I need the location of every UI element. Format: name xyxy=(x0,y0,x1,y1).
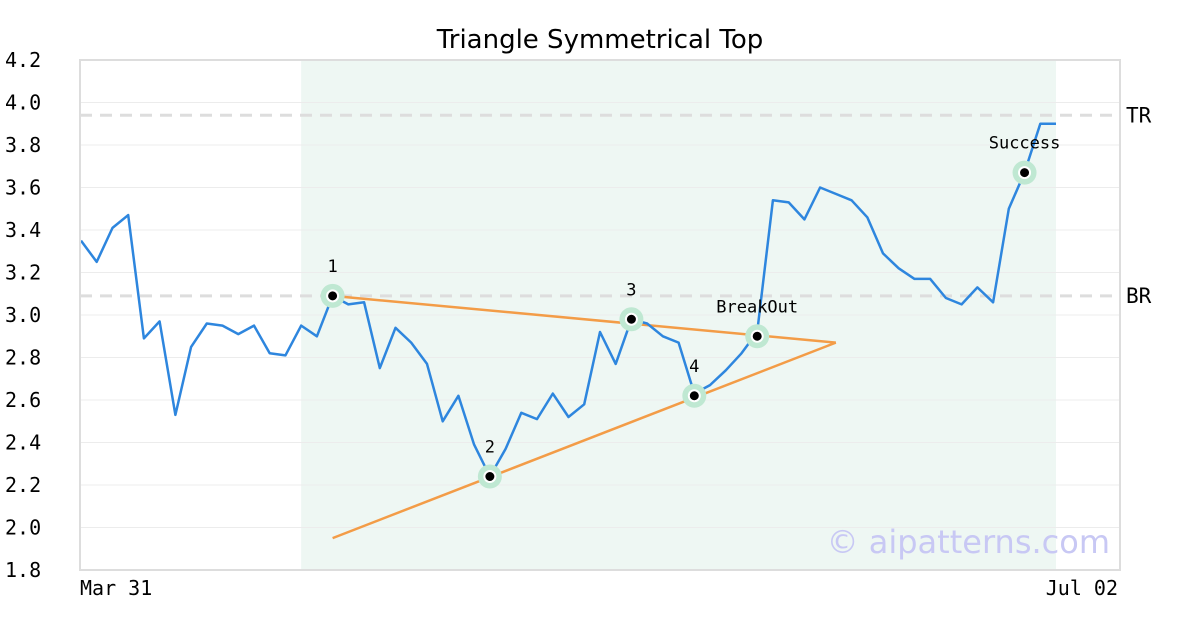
y-tick-label: 4.0 xyxy=(5,91,41,115)
plot-frame xyxy=(79,59,1121,571)
marker-dot xyxy=(483,470,497,483)
y-tick-label: 1.8 xyxy=(5,558,41,582)
annotation-label: Success xyxy=(989,134,1061,154)
lower-trendline xyxy=(332,341,837,540)
annotation-label: BreakOut xyxy=(716,297,798,317)
annotation-label: 1 xyxy=(327,257,337,277)
price-line xyxy=(79,122,1056,478)
chart-title: Triangle Symmetrical Top xyxy=(436,25,764,55)
annotation-layer: 1 2 3 4 BreakOut Success xyxy=(320,134,1061,489)
reference-line-layer: TR BR xyxy=(80,103,1152,308)
y-tick-label: 2.6 xyxy=(5,388,41,412)
reference-label-br: BR xyxy=(1126,284,1152,308)
x-tick-label: Jul 02 xyxy=(1046,576,1118,600)
y-tick-label: 2.0 xyxy=(5,516,41,540)
annotation-label: 2 xyxy=(485,438,495,458)
y-tick-label: 3.2 xyxy=(5,261,41,285)
y-tick-label: 3.4 xyxy=(5,218,41,242)
y-tick-label: 3.0 xyxy=(5,303,41,327)
y-tick-label: 2.8 xyxy=(5,346,41,370)
x-tick-label: Mar 31 xyxy=(80,576,152,600)
y-tick-label: 3.6 xyxy=(5,176,41,200)
watermark: © aipatterns.com xyxy=(827,523,1110,561)
y-tick-label: 2.4 xyxy=(5,431,41,455)
y-tick-label: 2.2 xyxy=(5,473,41,497)
marker-dot xyxy=(687,389,701,403)
annotation-label: 4 xyxy=(689,357,699,377)
y-axis: 4.2 4.0 3.8 3.6 3.4 3.2 3.0 2.8 2.6 2.4 2.2 2.0 1.8 xyxy=(5,48,41,582)
price-series-layer xyxy=(79,122,1056,478)
marker-dot xyxy=(1018,166,1032,180)
marker-dot xyxy=(750,329,764,343)
marker-dot xyxy=(326,289,340,303)
y-tick-label: 4.2 xyxy=(5,48,41,72)
x-axis: Mar 31 Jul 02 xyxy=(80,576,1118,600)
marker-dot xyxy=(624,312,638,326)
grid-layer xyxy=(80,59,1120,571)
y-tick-label: 3.8 xyxy=(5,133,41,157)
annotation-label: 3 xyxy=(626,280,636,300)
reference-label-tr: TR xyxy=(1126,103,1152,127)
